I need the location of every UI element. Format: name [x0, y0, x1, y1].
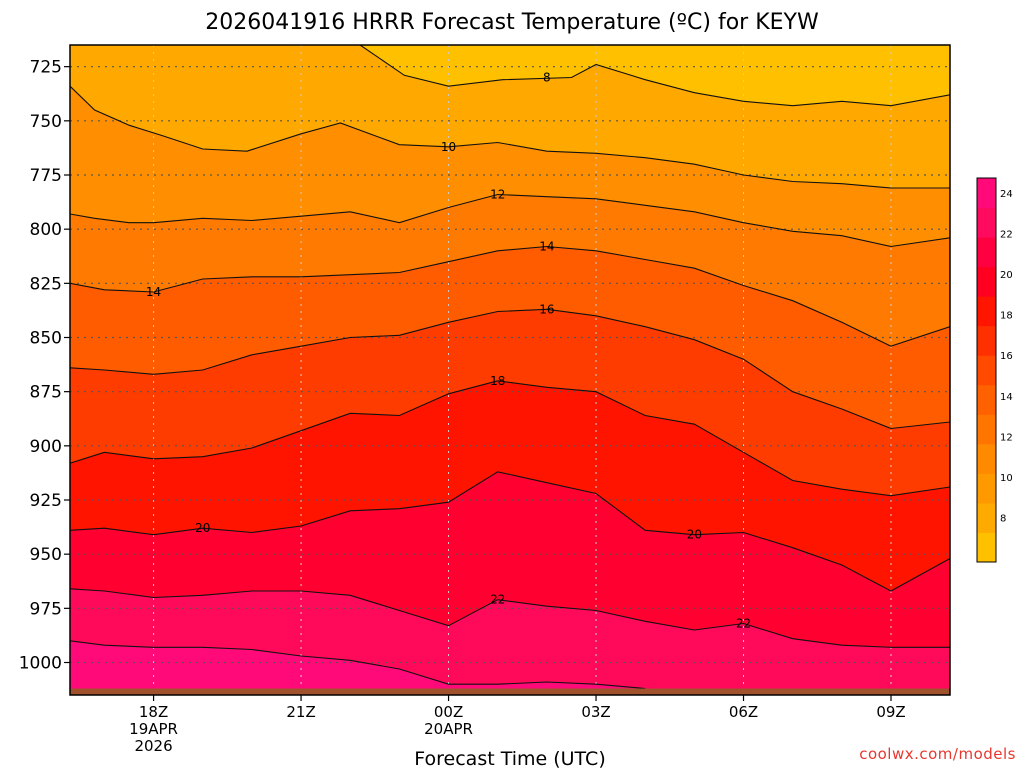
contour-label: 10	[441, 140, 456, 154]
y-tick-label: 800	[30, 220, 62, 240]
contour-label: 14	[146, 285, 161, 299]
contour-line-16	[70, 308, 950, 430]
colorbar-swatch	[977, 325, 996, 356]
colorbar-swatch	[977, 443, 996, 474]
contour-line-8	[359, 45, 950, 107]
y-tick-label: 825	[30, 274, 62, 294]
x-tick-label: 09Z	[876, 703, 905, 721]
x-tick-label: 18Z	[139, 703, 168, 721]
colorbar-swatch	[977, 266, 996, 297]
y-tick-label: 875	[30, 383, 62, 403]
contour-label: 16	[539, 302, 554, 316]
colorbar-tick-label: 14	[1000, 392, 1013, 403]
colorbar-tick-label: 16	[1000, 351, 1013, 362]
colorbar-swatch	[977, 207, 996, 238]
contour-labels: 8 10 12 14 14 16 18 20 20 22 22	[146, 71, 751, 631]
x-tick-label: 06Z	[729, 703, 758, 721]
colorbar-tick-label: 22	[1000, 229, 1013, 240]
colorbar-tick-label: 24	[1000, 189, 1013, 200]
ground-surface	[70, 688, 950, 695]
contour-label: 22	[736, 617, 751, 631]
colorbar-swatch	[977, 414, 996, 445]
x-tick-label: 19APR	[129, 720, 178, 738]
plot-frame	[69, 44, 951, 696]
contour-label: 14	[539, 240, 554, 254]
y-axis: 725 750 775 800 825 850 875 900 925 950 975 1000	[19, 58, 70, 674]
x-tick-label: 21Z	[286, 703, 315, 721]
colorbar-tick-label: 18	[1000, 311, 1013, 322]
colorbar-tick-label: 8	[1000, 514, 1006, 525]
x-tick-label: 2026	[134, 737, 172, 755]
colorbar-tick-label: 10	[1000, 473, 1013, 484]
chart-title: 2026041916 HRRR Forecast Temperature (ºC…	[205, 10, 819, 35]
y-tick-label: 975	[30, 599, 62, 619]
contour-line-20	[70, 471, 950, 592]
colorbar-swatch	[977, 532, 996, 563]
colorbar-tick-label: 12	[1000, 432, 1013, 443]
ground-bar	[70, 688, 950, 695]
colorbar-swatch	[977, 384, 996, 415]
contour-label: 12	[490, 188, 505, 202]
contour-line-24	[70, 640, 646, 690]
y-tick-label: 775	[30, 166, 62, 186]
x-axis-label: Forecast Time (UTC)	[414, 748, 605, 768]
contour-line-12	[70, 193, 950, 248]
contour-line-18	[70, 380, 950, 497]
y-tick-label: 925	[30, 491, 62, 511]
colorbar-swatch	[977, 355, 996, 386]
contour-line-22	[70, 588, 950, 648]
colorbar-swatch	[977, 473, 996, 504]
contour-label: 22	[490, 593, 505, 607]
colorbar: 8 10 12 14 16 18 20 22 24	[976, 177, 1013, 563]
contour-line-10	[70, 85, 950, 189]
y-tick-label: 725	[30, 58, 62, 78]
colorbar-swatch	[977, 296, 996, 327]
y-tick-label: 750	[30, 112, 62, 132]
y-tick-label: 900	[30, 437, 62, 457]
x-tick-label: 03Z	[581, 703, 610, 721]
colorbar-swatch	[977, 237, 996, 268]
contour-label: 8	[543, 71, 551, 85]
colorbar-swatch	[977, 178, 996, 209]
colorbar-tick-label: 20	[1000, 270, 1013, 281]
band-above-24	[70, 640, 646, 695]
x-tick-label: 20APR	[424, 720, 473, 738]
colorbar-frame	[976, 177, 997, 563]
contour-line-14	[70, 245, 950, 347]
x-tick-label: 00Z	[434, 703, 463, 721]
contour-label: 20	[687, 528, 702, 542]
colorbar-swatch	[977, 502, 996, 533]
contour-label: 20	[195, 521, 210, 535]
contour-lines	[70, 45, 950, 690]
contour-label: 18	[490, 374, 505, 388]
y-tick-label: 850	[30, 329, 62, 349]
credit-text: coolwx.com/models	[859, 745, 1016, 763]
y-tick-label: 1000	[19, 654, 62, 674]
y-tick-label: 950	[30, 545, 62, 565]
